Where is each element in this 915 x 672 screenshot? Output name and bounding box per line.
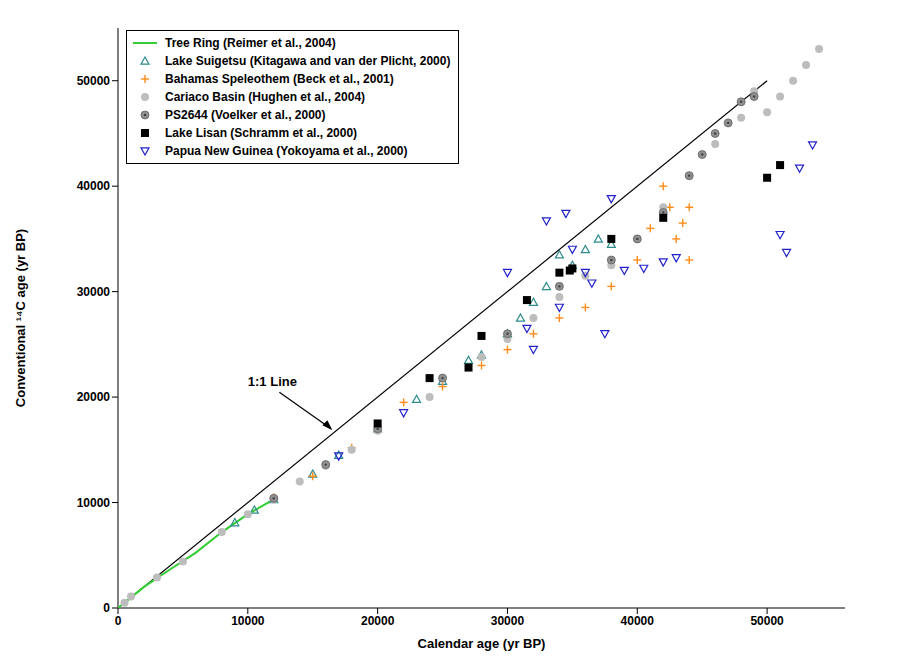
- svg-text:30000: 30000: [77, 285, 111, 299]
- svg-text:10000: 10000: [231, 614, 265, 628]
- html-text:Lake Lisan (Schramm et al., 20: Lake Lisan (Schramm et al., 2000): [165, 126, 358, 140]
- svg-text:0: 0: [103, 601, 110, 615]
- html-text:PS2644 (Voelker et al., 2000): PS2644 (Voelker et al., 2000): [165, 108, 326, 122]
- svg-text:Conventional ¹⁴C age (yr BP): Conventional ¹⁴C age (yr BP): [13, 229, 28, 407]
- svg-text:40000: 40000: [77, 179, 111, 193]
- svg-text:30000: 30000: [491, 614, 525, 628]
- html-text:Bahamas Speleothem (Beck et al: Bahamas Speleothem (Beck et al., 2001): [165, 72, 394, 86]
- svg-text:40000: 40000: [621, 614, 655, 628]
- svg-text:20000: 20000: [361, 614, 395, 628]
- svg-text:Calendar age (yr BP): Calendar age (yr BP): [418, 636, 546, 651]
- svg-text:1:1 Line: 1:1 Line: [248, 374, 297, 389]
- svg-text:50000: 50000: [77, 74, 111, 88]
- html-text:Papua New Guinea (Yokoyama et: Papua New Guinea (Yokoyama et al., 2000): [165, 144, 408, 158]
- html-text:Tree Ring (Reimer et al., 2004: Tree Ring (Reimer et al., 2004): [165, 36, 336, 50]
- svg-text:20000: 20000: [77, 390, 111, 404]
- html-text:Cariaco Basin (Hughen et al.,: Cariaco Basin (Hughen et al., 2004): [165, 90, 366, 104]
- svg-text:0: 0: [115, 614, 122, 628]
- html-text:Lake Suigetsu (Kitagawa and va: Lake Suigetsu (Kitagawa and van der Plic…: [165, 54, 451, 68]
- svg-text:50000: 50000: [750, 614, 784, 628]
- svg-text:10000: 10000: [77, 496, 111, 510]
